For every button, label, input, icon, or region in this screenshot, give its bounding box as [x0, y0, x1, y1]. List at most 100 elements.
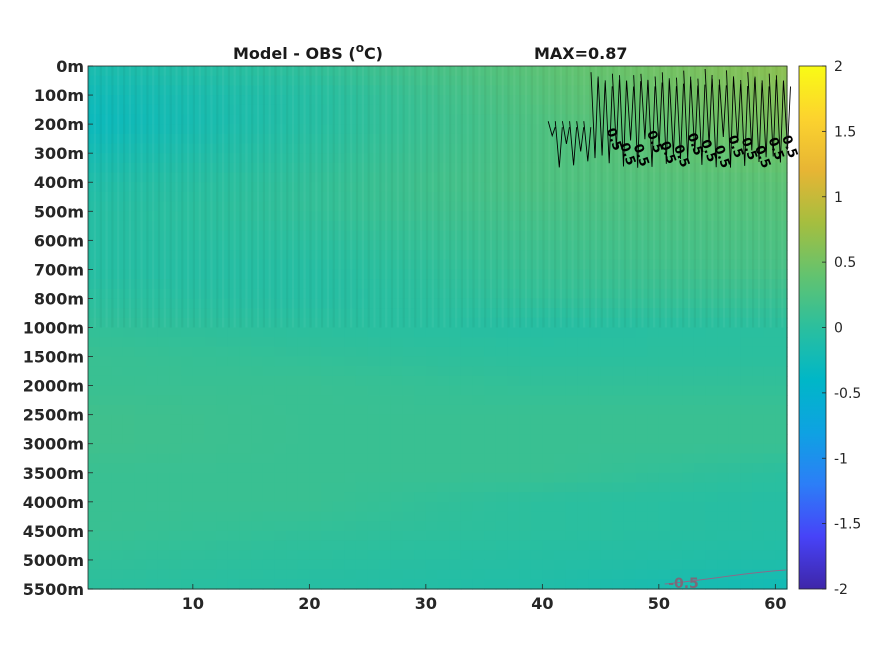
heatmap-cell — [367, 550, 380, 561]
heatmap-cell — [425, 434, 439, 445]
heatmap-cell — [635, 453, 648, 464]
heatmap-cell — [588, 327, 602, 338]
heatmap-cell — [717, 385, 730, 396]
heatmap-cell — [181, 424, 194, 435]
heatmap-cell — [612, 540, 625, 551]
y-tick-label: 2500m — [23, 406, 84, 425]
heatmap-cell — [192, 453, 206, 464]
heatmap-cell — [647, 240, 660, 251]
heatmap-cell — [344, 250, 357, 261]
heatmap-cell — [693, 153, 707, 164]
heatmap-cell — [181, 75, 194, 86]
heatmap-cell — [623, 269, 637, 280]
heatmap-cell — [227, 356, 241, 367]
heatmap-cell — [577, 172, 590, 183]
colorbar-gradient — [798, 65, 827, 590]
heatmap-cell — [519, 230, 532, 241]
heatmap-cell — [588, 201, 602, 212]
heatmap-cell — [577, 337, 590, 348]
texture-stripe — [618, 66, 621, 328]
heatmap-cell — [344, 240, 357, 251]
heatmap-cell — [414, 298, 427, 309]
heatmap-cell — [192, 95, 206, 106]
heatmap-cell — [367, 308, 380, 319]
heatmap-cell — [460, 279, 474, 290]
heatmap-cell — [239, 250, 252, 261]
heatmap-cell — [484, 298, 497, 309]
heatmap-cell — [122, 453, 136, 464]
heatmap-cell — [554, 220, 567, 232]
heatmap-cell — [227, 124, 241, 135]
heatmap-cell — [542, 288, 555, 300]
heatmap-cell — [635, 143, 648, 154]
heatmap-cell — [670, 250, 683, 261]
heatmap-cell — [402, 95, 415, 106]
heatmap-cell — [425, 240, 439, 251]
heatmap-cell — [530, 66, 543, 77]
heatmap-cell — [414, 85, 427, 96]
heatmap-cell — [530, 501, 543, 513]
heatmap-cell — [425, 153, 439, 164]
heatmap-cell — [379, 172, 392, 183]
heatmap-cell — [507, 385, 520, 396]
heatmap-cell — [332, 250, 345, 261]
heatmap-cell — [157, 521, 171, 532]
heatmap-cell — [309, 75, 322, 86]
heatmap-cell — [752, 114, 765, 125]
heatmap-cell — [379, 298, 392, 309]
heatmap-cell — [192, 395, 206, 406]
heatmap-cell — [705, 385, 718, 396]
heatmap-cell — [134, 85, 147, 96]
heatmap-cell — [297, 540, 310, 551]
heatmap-cell — [402, 230, 415, 241]
heatmap-cell — [763, 240, 776, 251]
texture-stripe — [641, 66, 644, 328]
heatmap-cell — [425, 75, 439, 86]
heatmap-cell — [635, 95, 648, 106]
heatmap-cell — [251, 559, 264, 571]
heatmap-cell — [332, 240, 345, 251]
heatmap-cell — [472, 259, 485, 270]
heatmap-cell — [169, 501, 182, 513]
heatmap-cell — [286, 201, 299, 212]
heatmap-cell — [134, 511, 147, 522]
heatmap-cell — [169, 521, 182, 532]
heatmap-cell — [227, 375, 241, 387]
heatmap-cell — [355, 327, 369, 338]
heatmap-cell — [635, 211, 648, 222]
heatmap-cell — [623, 356, 637, 367]
heatmap-cell — [111, 453, 124, 464]
heatmap-cell — [122, 337, 136, 348]
heatmap-cell — [402, 434, 415, 445]
heatmap-cell — [635, 424, 648, 435]
heatmap-cell — [379, 133, 392, 145]
heatmap-cell — [600, 230, 613, 241]
heatmap-cell — [600, 298, 613, 309]
heatmap-cell — [647, 569, 660, 580]
heatmap-cell — [146, 559, 159, 571]
heatmap-cell — [239, 279, 252, 290]
heatmap-cell — [227, 269, 241, 280]
heatmap-cell — [321, 191, 334, 203]
heatmap-cell — [519, 472, 532, 484]
heatmap-cell — [216, 95, 229, 106]
heatmap-cell — [99, 414, 112, 425]
heatmap-cell — [519, 569, 532, 580]
heatmap-cell — [495, 521, 508, 532]
heatmap-cell — [728, 162, 741, 174]
heatmap-cell — [88, 346, 101, 358]
heatmap-cell — [658, 492, 672, 503]
heatmap-cell — [530, 366, 543, 377]
heatmap-cell — [682, 104, 695, 116]
heatmap-cell — [728, 482, 741, 493]
heatmap-cell — [530, 162, 543, 174]
heatmap-cell — [88, 375, 101, 387]
heatmap-cell — [111, 472, 124, 484]
heatmap-cell — [286, 337, 299, 348]
heatmap-cell — [565, 337, 578, 348]
heatmap-cell — [577, 453, 590, 464]
heatmap-cell — [495, 492, 508, 503]
heatmap-cell — [227, 298, 241, 309]
heatmap-cell — [565, 279, 578, 290]
heatmap-cell — [286, 424, 299, 435]
